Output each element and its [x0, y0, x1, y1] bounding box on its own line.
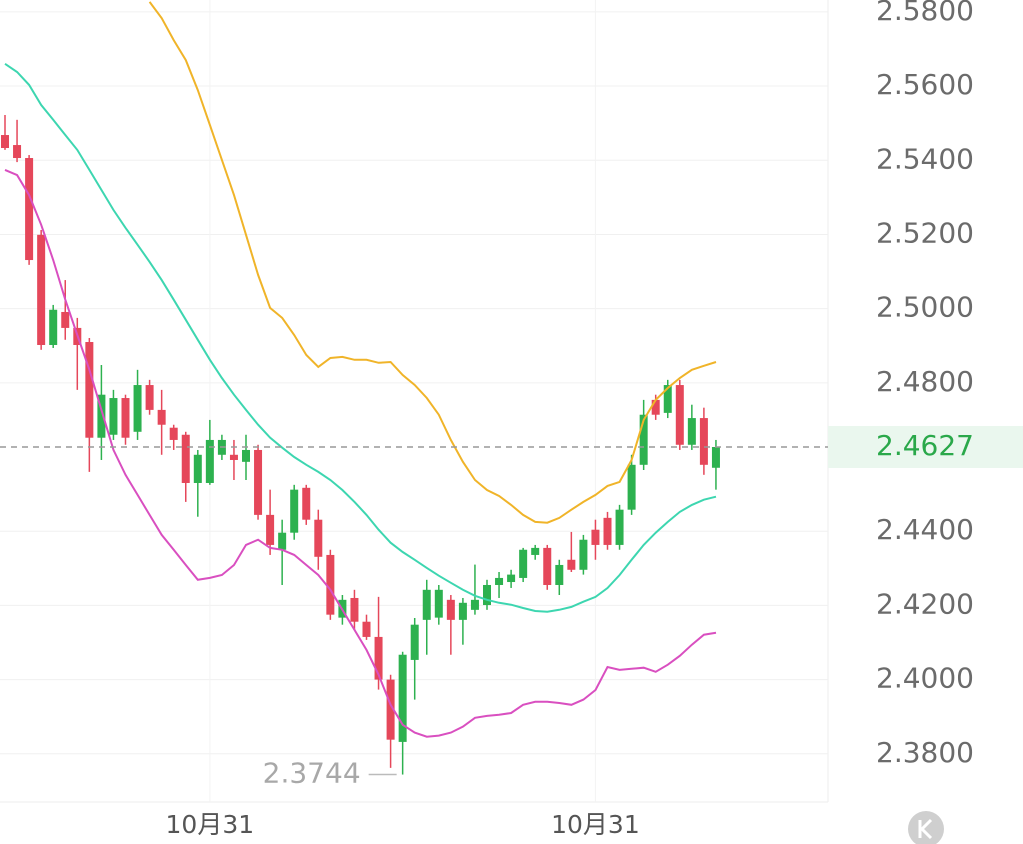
candle-body — [350, 597, 359, 622]
candle-body — [145, 385, 154, 410]
candle-body — [434, 589, 443, 618]
candle-body — [422, 589, 431, 620]
candle-body — [290, 489, 299, 533]
x-tick-label: 10月31 — [166, 810, 255, 839]
y-tick-label: 2.5600 — [876, 68, 974, 101]
candle-body — [169, 427, 178, 440]
candle-body — [326, 554, 335, 615]
candle-body — [266, 514, 275, 545]
candle-body — [193, 454, 202, 483]
candle-body — [495, 577, 504, 585]
candle-body — [398, 654, 407, 742]
candle-body — [591, 529, 600, 545]
candle-body — [567, 559, 576, 570]
y-tick-label: 2.5400 — [876, 142, 974, 175]
candle-body — [603, 517, 612, 545]
candle-body — [133, 385, 142, 432]
candle-body — [61, 311, 70, 328]
last-price-label: 2.4627 — [876, 429, 974, 462]
candle-body — [109, 398, 118, 435]
candle-body — [531, 547, 540, 555]
kline-button[interactable] — [908, 811, 944, 844]
candle-body — [121, 398, 130, 438]
candle-body — [458, 602, 467, 620]
candle-body — [446, 599, 455, 620]
candle-body — [410, 624, 419, 660]
candle-body — [555, 564, 564, 585]
candle-body — [157, 409, 166, 425]
candle-body — [519, 549, 528, 578]
candle-body — [97, 394, 106, 438]
candle-body — [483, 584, 491, 606]
candle-body — [85, 342, 94, 438]
indicator-line — [4, 62, 717, 613]
candle-body — [579, 539, 588, 570]
candle-body — [663, 385, 672, 413]
candle-body — [229, 454, 238, 460]
candle-body — [205, 439, 214, 483]
y-tick-label: 2.4400 — [876, 513, 974, 546]
candle-body — [181, 434, 190, 483]
candle-body — [543, 547, 552, 585]
candle-body — [278, 532, 287, 550]
y-tick-label: 2.5800 — [876, 0, 974, 27]
candle-body — [675, 385, 684, 445]
min-price-label: 2.3744 — [263, 757, 361, 790]
y-tick-label: 2.5000 — [876, 291, 974, 324]
candle-body — [507, 574, 516, 583]
candle-body — [13, 145, 22, 159]
candle-body — [49, 309, 58, 345]
y-tick-label: 2.5200 — [876, 216, 974, 249]
y-tick-label: 2.4200 — [876, 587, 974, 620]
candle-body — [314, 519, 323, 557]
candle-body — [651, 399, 660, 415]
candle-body — [699, 418, 708, 465]
candle-body — [374, 636, 383, 680]
indicator-line — [148, 1, 717, 524]
x-tick-label: 10月31 — [551, 810, 640, 839]
candle-body — [25, 158, 34, 261]
candle-body — [302, 487, 311, 520]
y-tick-label: 2.4000 — [876, 662, 974, 695]
candle-body — [1, 135, 9, 149]
last-price-box — [828, 425, 1023, 468]
candle-body — [362, 621, 371, 637]
candle-body — [386, 679, 395, 740]
indicator-line — [4, 168, 717, 738]
candle-body — [615, 509, 624, 545]
candle-body — [687, 418, 696, 445]
kline-button-bg[interactable] — [908, 811, 944, 844]
candle-body — [470, 599, 479, 610]
candle-body — [711, 446, 720, 468]
candle-body — [639, 414, 648, 465]
y-tick-label: 2.3800 — [876, 736, 974, 769]
y-tick-label: 2.4800 — [876, 365, 974, 398]
kline-button-icon[interactable] — [918, 818, 933, 840]
candle-body — [37, 234, 46, 345]
candle-body — [627, 464, 636, 510]
candle-body — [242, 449, 250, 462]
candle-body — [254, 449, 263, 515]
